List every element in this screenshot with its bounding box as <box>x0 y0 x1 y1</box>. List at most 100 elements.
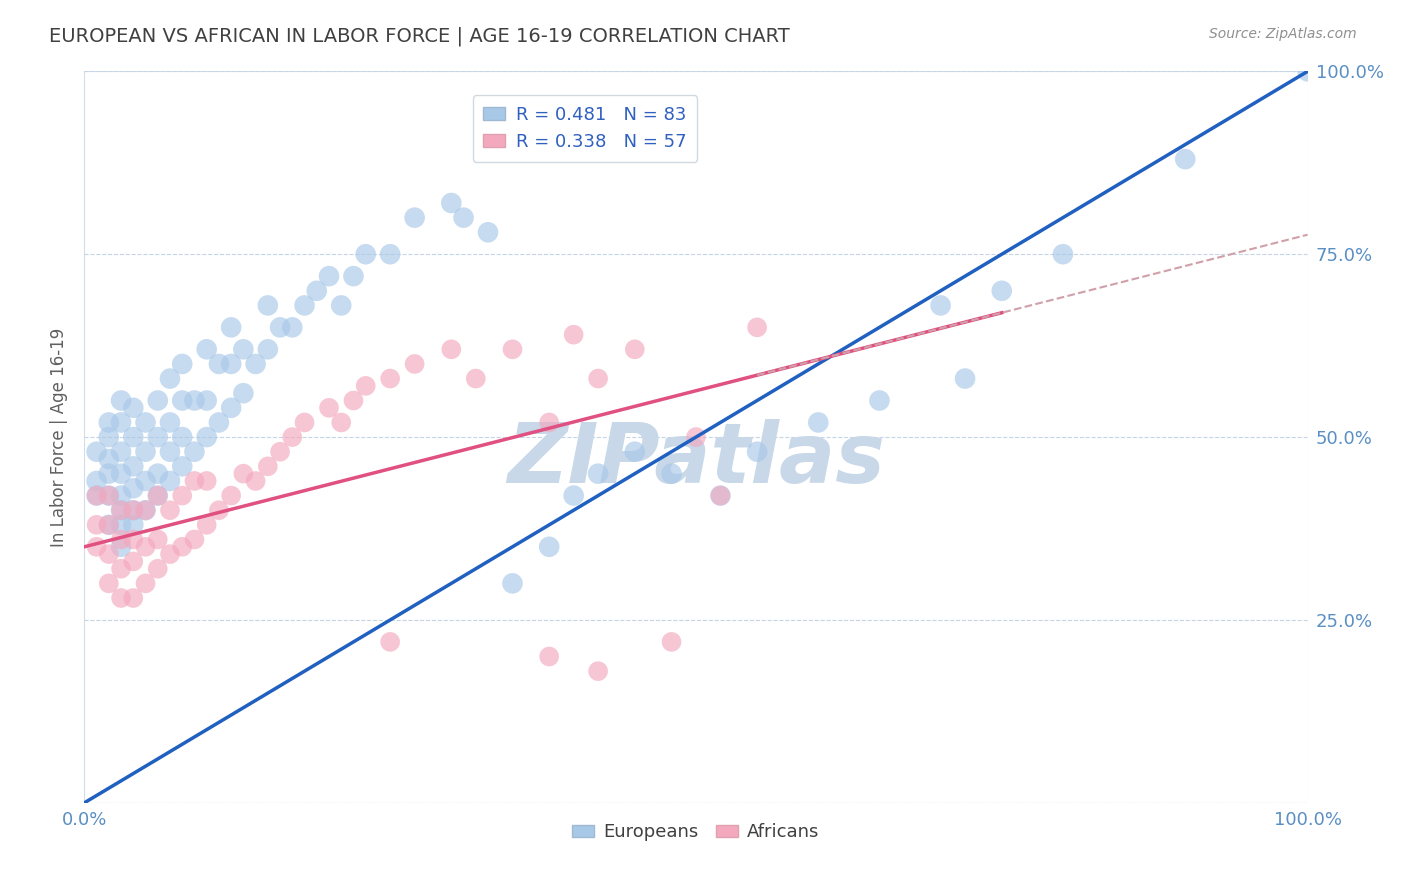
Point <box>97 489 120 503</box>
Point <box>294 298 316 312</box>
Point <box>146 533 169 547</box>
Point <box>208 416 231 430</box>
Point <box>586 371 609 385</box>
Point <box>219 320 242 334</box>
Point <box>440 343 463 357</box>
Y-axis label: In Labor Force | Age 16-19: In Labor Force | Age 16-19 <box>49 327 67 547</box>
Point <box>562 489 585 503</box>
Point <box>342 393 364 408</box>
Point <box>929 298 952 312</box>
Text: ZIPatlas: ZIPatlas <box>508 418 884 500</box>
Point <box>110 503 132 517</box>
Point <box>586 467 609 481</box>
Point <box>305 284 328 298</box>
Point <box>257 298 280 312</box>
Point <box>661 467 683 481</box>
Point <box>953 371 976 385</box>
Point <box>661 635 683 649</box>
Point <box>232 343 254 357</box>
Point <box>538 416 561 430</box>
Point <box>97 489 120 503</box>
Point <box>318 401 340 415</box>
Point <box>380 247 402 261</box>
Point <box>183 533 205 547</box>
Point <box>257 459 280 474</box>
Legend: Europeans, Africans: Europeans, Africans <box>565 816 827 848</box>
Point <box>86 517 108 532</box>
Text: Source: ZipAtlas.com: Source: ZipAtlas.com <box>1209 27 1357 41</box>
Point <box>538 540 561 554</box>
Point <box>122 554 145 568</box>
Point <box>477 225 499 239</box>
Point <box>245 357 267 371</box>
Point <box>245 474 267 488</box>
Point <box>159 444 181 458</box>
Point <box>135 416 157 430</box>
Point <box>97 517 120 532</box>
Point <box>122 459 145 474</box>
Point <box>281 320 304 334</box>
Point <box>281 430 304 444</box>
Point <box>86 489 108 503</box>
Point <box>97 576 120 591</box>
Point <box>440 196 463 211</box>
Point <box>183 474 205 488</box>
Point <box>269 320 291 334</box>
Point <box>172 393 194 408</box>
Point <box>624 444 647 458</box>
Point <box>135 503 157 517</box>
Point <box>135 503 157 517</box>
Point <box>122 503 145 517</box>
Point <box>122 591 145 605</box>
Point <box>110 540 132 554</box>
Point <box>991 284 1014 298</box>
Point <box>330 416 353 430</box>
Point <box>453 211 475 225</box>
Point <box>380 635 402 649</box>
Point <box>464 371 486 385</box>
Point <box>122 533 145 547</box>
Point <box>269 444 291 458</box>
Point <box>159 416 181 430</box>
Point <box>195 474 218 488</box>
Point <box>159 503 181 517</box>
Point <box>380 371 402 385</box>
Point <box>1174 152 1197 166</box>
Point <box>257 343 280 357</box>
Point <box>208 503 231 517</box>
Point <box>110 467 132 481</box>
Point <box>685 430 707 444</box>
Point <box>172 540 194 554</box>
Text: EUROPEAN VS AFRICAN IN LABOR FORCE | AGE 16-19 CORRELATION CHART: EUROPEAN VS AFRICAN IN LABOR FORCE | AGE… <box>49 27 790 46</box>
Point <box>135 444 157 458</box>
Point <box>97 416 120 430</box>
Point <box>869 393 891 408</box>
Point <box>135 540 157 554</box>
Point <box>110 489 132 503</box>
Point <box>86 444 108 458</box>
Point <box>122 401 145 415</box>
Point <box>146 489 169 503</box>
Point <box>110 562 132 576</box>
Point <box>183 444 205 458</box>
Point <box>1296 64 1319 78</box>
Point <box>122 430 145 444</box>
Point <box>195 430 218 444</box>
Point <box>1052 247 1074 261</box>
Point <box>404 357 426 371</box>
Point <box>562 327 585 342</box>
Point <box>146 467 169 481</box>
Point <box>219 357 242 371</box>
Point <box>219 401 242 415</box>
Point <box>86 474 108 488</box>
Point <box>146 562 169 576</box>
Point <box>110 591 132 605</box>
Point <box>172 357 194 371</box>
Point <box>172 459 194 474</box>
Point <box>122 481 145 495</box>
Point <box>159 547 181 561</box>
Point <box>747 320 769 334</box>
Point <box>86 540 108 554</box>
Point <box>586 664 609 678</box>
Point <box>807 416 830 430</box>
